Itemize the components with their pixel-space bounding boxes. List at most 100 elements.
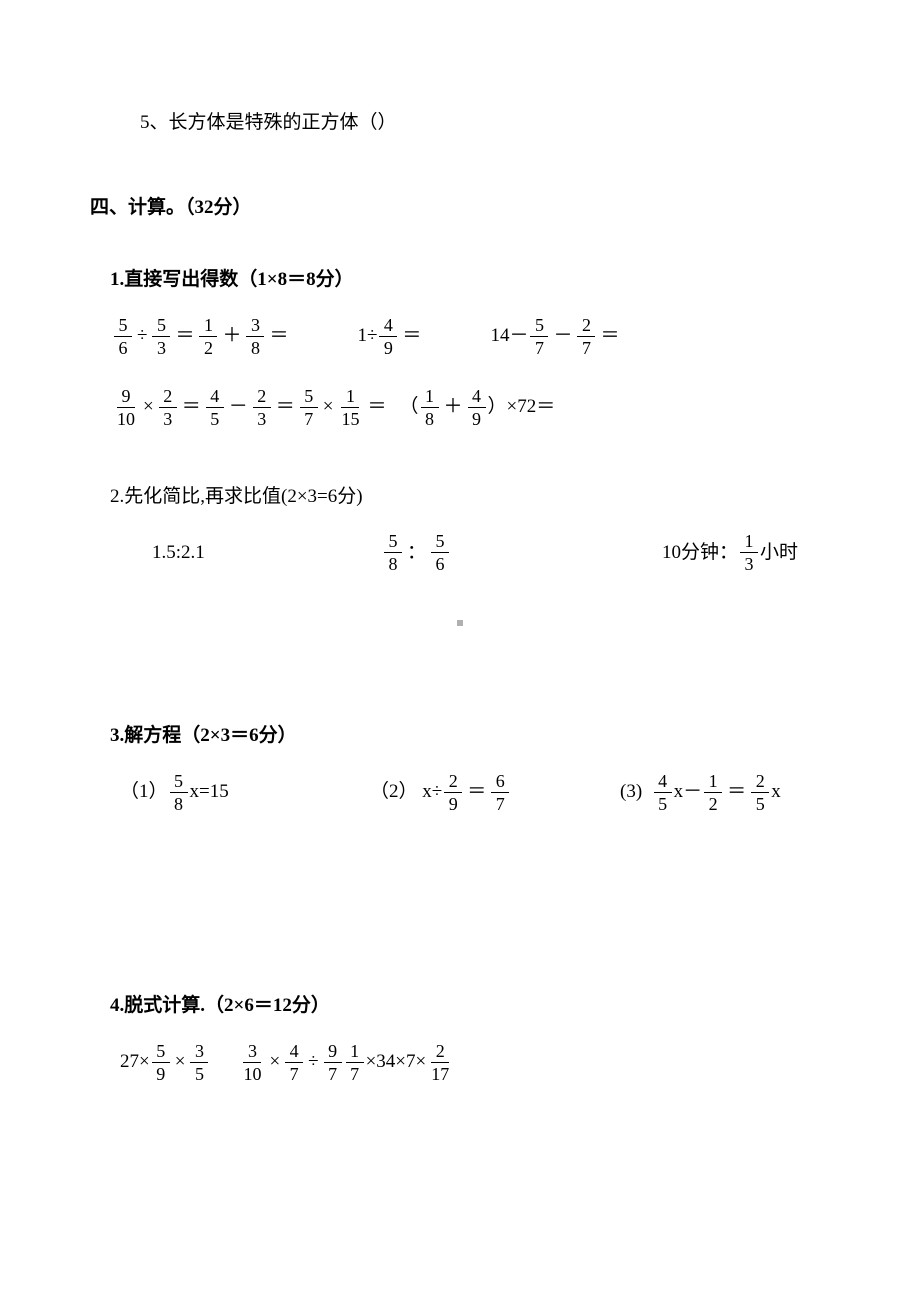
- num: 1: [704, 772, 722, 793]
- frac: 56: [114, 316, 132, 357]
- frac: 47: [285, 1042, 303, 1083]
- den: 9: [444, 793, 462, 813]
- frac: 12: [704, 772, 722, 813]
- frac: 58: [384, 532, 402, 573]
- frac: 38: [246, 316, 264, 357]
- num: 5: [431, 532, 449, 553]
- frac: 27: [577, 316, 595, 357]
- op: －: [550, 323, 575, 350]
- lead: 27×: [120, 1049, 150, 1076]
- den: 6: [114, 337, 132, 357]
- frac: 23: [159, 387, 177, 428]
- den: 5: [206, 408, 224, 428]
- lead: 10分钟：: [662, 540, 738, 567]
- frac: 23: [253, 387, 271, 428]
- p3-row: （1） 58 x=15 （2） x÷ 29 ＝ 67 (3) 45 x－ 12 …: [120, 772, 840, 813]
- p2-row: 1.5:2.1 58 ： 56 10分钟： 13 小时: [152, 532, 840, 573]
- den: 9: [152, 1063, 170, 1083]
- num: 2: [253, 387, 271, 408]
- den: 10: [114, 408, 138, 428]
- den: 6: [431, 553, 449, 573]
- op: ×: [266, 1049, 283, 1076]
- frac: 49: [468, 387, 486, 428]
- op: ＝: [724, 779, 749, 806]
- part1-heading: 1.直接写出得数（1×8＝8分）: [110, 267, 840, 294]
- p2-c: 10分钟： 13 小时: [662, 532, 798, 573]
- num: 9: [324, 1042, 342, 1063]
- op: ＋: [219, 323, 244, 350]
- frac: 910: [114, 387, 138, 428]
- part2-heading: 2.先化简比,再求比值(2×3=6分): [110, 484, 840, 511]
- frac: 115: [338, 387, 362, 428]
- frac: 57: [300, 387, 318, 428]
- den: 8: [170, 793, 188, 813]
- mid: ×34×7×: [366, 1049, 427, 1076]
- tail: ）×72＝: [488, 394, 556, 421]
- frac: 18: [421, 387, 439, 428]
- op: ＝: [597, 323, 622, 350]
- op: －: [226, 394, 251, 421]
- p3-heading-text: 3.解方程（2×3＝6分）: [110, 725, 297, 746]
- frac: 56: [431, 532, 449, 573]
- den: 7: [530, 337, 548, 357]
- p3-c: (3) 45 x－ 12 ＝ 25 x: [620, 772, 781, 813]
- den: 3: [740, 553, 758, 573]
- section-4-heading: 四、计算。（32分）: [90, 195, 840, 222]
- den: 8: [246, 337, 264, 357]
- frac: 49: [379, 316, 397, 357]
- num: 1: [346, 1042, 364, 1063]
- num: 1: [341, 387, 359, 408]
- label: （2） x÷: [370, 779, 442, 806]
- num: 3: [246, 316, 264, 337]
- den: 8: [421, 408, 439, 428]
- den: 7: [491, 793, 509, 813]
- frac: 217: [428, 1042, 452, 1083]
- den: 3: [152, 337, 170, 357]
- num: 2: [751, 772, 769, 793]
- paren: （: [400, 394, 419, 421]
- p4-row: 27× 59 × 35 310 × 47 ÷ 97 17 ×34×7× 217: [120, 1042, 840, 1083]
- den: 7: [285, 1063, 303, 1083]
- p2-a-text: 1.5:2.1: [152, 540, 205, 567]
- p2-a: 1.5:2.1: [152, 540, 382, 567]
- sep: ：: [404, 540, 429, 567]
- den: 5: [751, 793, 769, 813]
- p1-r2-a: 910 × 23 ＝ 45 － 23 ＝ 57 × 115 ＝: [112, 387, 390, 428]
- part4-heading: 4.脱式计算.（2×6＝12分）: [110, 993, 840, 1020]
- den: 7: [300, 408, 318, 428]
- den: 9: [468, 408, 486, 428]
- frac: 67: [491, 772, 509, 813]
- den: 9: [379, 337, 397, 357]
- num: 2: [431, 1042, 449, 1063]
- lead: 1÷: [357, 323, 377, 350]
- op: ×: [172, 1049, 189, 1076]
- num: 2: [577, 316, 595, 337]
- op: ＝: [179, 394, 204, 421]
- op: ×: [320, 394, 337, 421]
- p1-r2-b: （ 18 ＋ 49 ）×72＝: [400, 387, 556, 428]
- frac: 45: [654, 772, 672, 813]
- num: 2: [444, 772, 462, 793]
- den: 2: [199, 337, 217, 357]
- den: 2: [704, 793, 722, 813]
- den: 3: [159, 408, 177, 428]
- p1-heading-text: 1.直接写出得数（1×8＝8分）: [110, 269, 354, 290]
- num: 5: [530, 316, 548, 337]
- page-marker-icon: [457, 620, 463, 626]
- num: 5: [300, 387, 318, 408]
- question-5: 5、长方体是特殊的正方体（）: [140, 110, 840, 137]
- num: 5: [384, 532, 402, 553]
- tail: x: [771, 779, 781, 806]
- num: 5: [170, 772, 188, 793]
- num: 3: [243, 1042, 261, 1063]
- p1-row2: 910 × 23 ＝ 45 － 23 ＝ 57 × 115 ＝ （ 18 ＋ 4…: [112, 387, 840, 428]
- p1-r1-c: 14－ 57 － 27 ＝: [490, 316, 622, 357]
- num: 5: [152, 1042, 170, 1063]
- sec4-text: 四、计算。（32分）: [90, 197, 252, 218]
- frac: 45: [206, 387, 224, 428]
- tail: 小时: [760, 540, 798, 567]
- den: 5: [654, 793, 672, 813]
- label: （1）: [120, 779, 168, 806]
- tail: x=15: [190, 779, 229, 806]
- den: 17: [428, 1063, 452, 1083]
